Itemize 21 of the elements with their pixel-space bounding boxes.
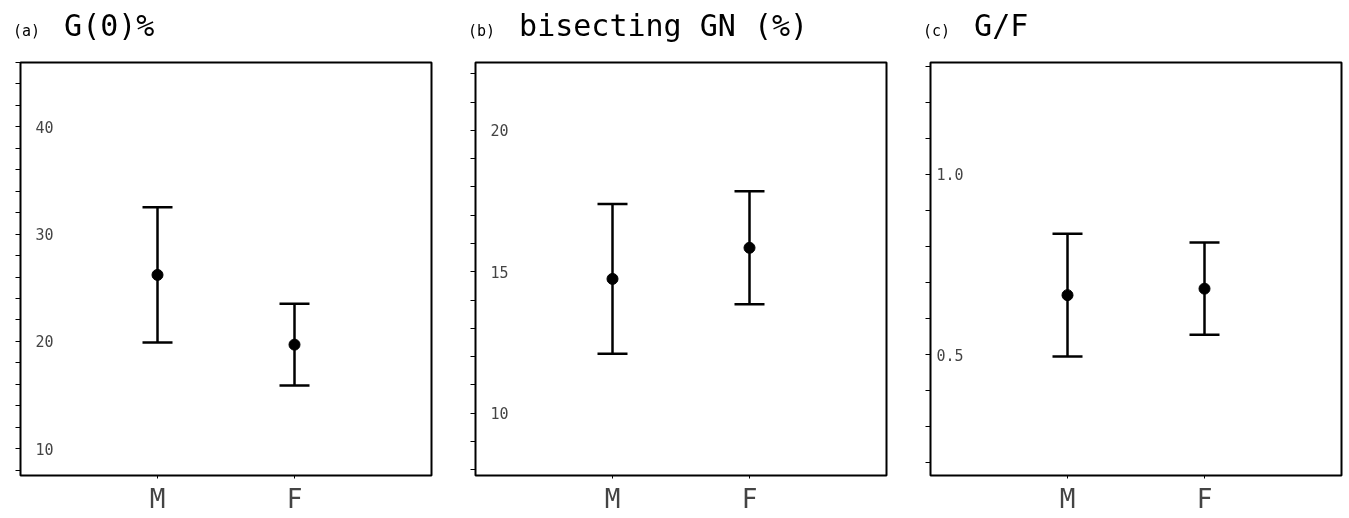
y-tick-label: 1.0 [936,166,964,185]
x-tick-label: M [149,483,166,514]
y-tick-label: 0.5 [936,346,964,365]
text: (a) [13,22,41,40]
y-tick-label: 40 [35,118,54,137]
y-tick-label: 10 [490,405,509,424]
y-tick-label: 20 [490,122,509,141]
x-tick-label: M [604,483,621,514]
y-tick-label: 10 [35,440,54,459]
y-tick-label: 15 [490,263,509,282]
y-tick-label: 30 [35,226,54,245]
x-tick-label: F [741,483,758,514]
chart-title: bisecting GN (%) [519,8,809,43]
text: (b) [468,22,496,40]
text: (c) [923,22,951,40]
x-tick-label: M [1059,483,1076,514]
chart-title: G(0)% [64,8,155,43]
x-tick-label: F [1196,483,1213,514]
y-tick-label: 20 [35,333,54,352]
x-tick-label: F [286,483,303,514]
chart-title: G/F [974,8,1029,43]
